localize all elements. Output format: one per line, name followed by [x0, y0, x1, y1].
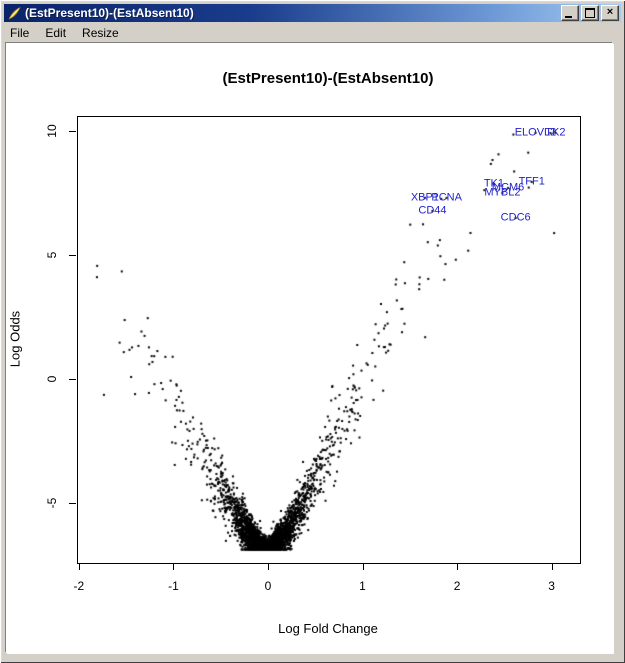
minimize-icon [565, 16, 572, 18]
x-tick-mark [78, 563, 80, 570]
close-button[interactable]: × [601, 5, 619, 21]
y-tick-mark [69, 378, 76, 380]
y-tick-mark [69, 130, 76, 132]
feather-icon [8, 6, 21, 20]
menu-item-edit[interactable]: Edit [45, 25, 67, 40]
plot-title: (EstPresent10)-(EstAbsent10) [222, 70, 434, 87]
plot-frame [77, 116, 581, 564]
x-tick-mark [362, 563, 364, 570]
window-title: (EstPresent10)-(EstAbsent10) [25, 6, 194, 20]
minimize-button[interactable] [561, 5, 579, 21]
x-tick-mark [457, 563, 459, 570]
y-tick-mark [69, 254, 76, 256]
x-tick-label: -2 [73, 579, 85, 593]
y-tick-label: 5 [45, 251, 59, 259]
menu-item-resize[interactable]: Resize [82, 25, 119, 40]
gene-label-tff1: TFF1 [518, 175, 545, 188]
y-tick-label: 0 [45, 375, 59, 383]
title-bar[interactable]: (EstPresent10)-(EstAbsent10) × [4, 4, 621, 22]
menu-bar: File Edit Resize [4, 22, 621, 43]
x-tick-mark [551, 563, 553, 570]
gene-label-mybl2: MYBL2 [484, 186, 521, 199]
x-tick-label: 2 [453, 579, 461, 593]
gene-label-tk1: TK1 [483, 177, 504, 190]
gene-label-elovl2: ELOVL2 [514, 126, 557, 139]
x-tick-label: -1 [168, 579, 179, 593]
gene-label-tk2: TK2 [545, 126, 566, 139]
maximize-icon [585, 8, 595, 18]
gene-label-cdc6: CDC6 [500, 211, 531, 224]
x-tick-label: 0 [264, 579, 272, 593]
x-axis-label: Log Fold Change [278, 621, 378, 636]
y-tick-label: 10 [45, 124, 59, 138]
plot-canvas-area: (EstPresent10)-(EstAbsent10) -2 -1 0 1 2 3 -5 0… [6, 43, 613, 653]
y-tick-mark [69, 502, 76, 504]
maximize-button[interactable] [581, 5, 599, 21]
gene-label-pcna: PCNA [431, 191, 462, 204]
close-icon: × [606, 6, 614, 18]
x-tick-label: 1 [359, 579, 366, 593]
menu-item-file[interactable]: File [10, 25, 30, 40]
y-tick-label: -5 [45, 497, 59, 509]
x-tick-label: 3 [548, 579, 555, 593]
scatter-points-layer [6, 43, 613, 653]
gene-label-mcm6: MCM6 [491, 181, 525, 194]
y-axis-label: Log Odds [7, 310, 23, 368]
x-tick-mark [267, 563, 269, 570]
x-tick-mark [173, 563, 175, 570]
gene-label-xbp1: XBP1 [410, 191, 439, 204]
gene-label-cd44: CD44 [418, 204, 447, 217]
